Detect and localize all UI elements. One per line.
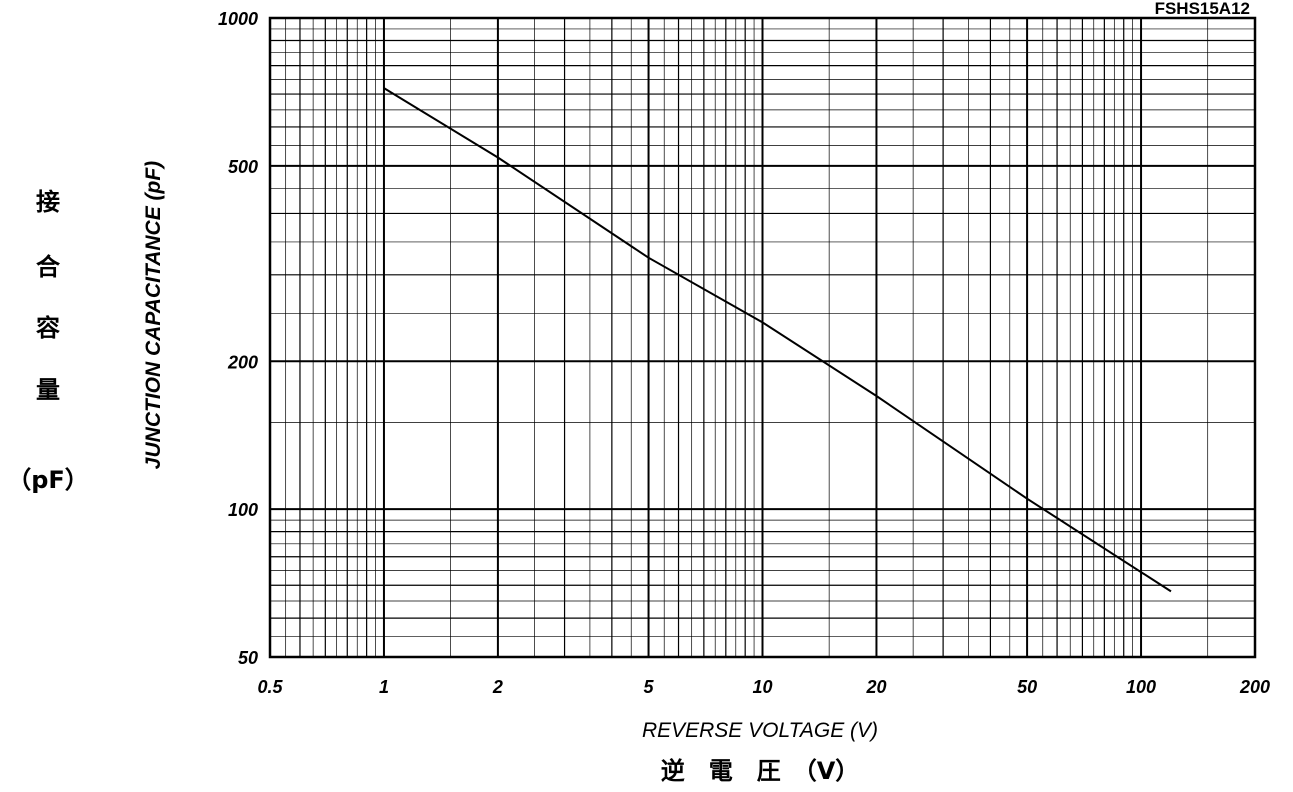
x-tick-label: 50 bbox=[1017, 677, 1037, 697]
y-tick-labels: 50 100 200 500 1000 bbox=[218, 9, 258, 668]
y-tick-label: 500 bbox=[228, 157, 258, 177]
x-tick-labels: 0.5 1 2 5 10 20 50 100 200 bbox=[257, 677, 1270, 697]
y-axis-label-jp-2: 合 bbox=[36, 253, 61, 281]
x-tick-label: 100 bbox=[1126, 677, 1156, 697]
x-tick-label: 0.5 bbox=[257, 677, 283, 697]
x-axis-label-en: REVERSE VOLTAGE (V) bbox=[642, 719, 878, 742]
x-tick-label: 5 bbox=[644, 677, 655, 697]
y-axis-label-en: JUNCTION CAPACITANCE (pF) bbox=[142, 161, 165, 469]
y-axis-label-jp-3: 容 bbox=[36, 314, 60, 342]
capacitance-curve bbox=[383, 87, 1172, 593]
y-axis-label-jp-1: 接 bbox=[36, 188, 60, 216]
x-tick-label: 1 bbox=[379, 677, 389, 697]
x-tick-label: 2 bbox=[492, 677, 503, 697]
x-axis-label-jp: 逆 電 圧 （V） bbox=[661, 757, 860, 785]
series-layer bbox=[383, 87, 1172, 593]
model-label: FSHS15A12 bbox=[1155, 0, 1250, 18]
y-tick-label: 1000 bbox=[218, 9, 258, 29]
minor-gridlines bbox=[270, 18, 1255, 657]
x-tick-label: 200 bbox=[1239, 677, 1270, 697]
y-axis-label-jp-4: 量 bbox=[36, 376, 60, 404]
x-tick-label: 20 bbox=[865, 677, 886, 697]
x-tick-label: 10 bbox=[752, 677, 772, 697]
y-axis-label-jp-unit: （pF） bbox=[7, 466, 89, 494]
y-tick-label: 200 bbox=[227, 352, 258, 372]
y-tick-label: 50 bbox=[238, 648, 258, 668]
y-tick-label: 100 bbox=[228, 500, 258, 520]
plot-border bbox=[268, 16, 1257, 659]
major-gridlines bbox=[269, 17, 1256, 658]
plot-frame bbox=[268, 16, 1257, 659]
